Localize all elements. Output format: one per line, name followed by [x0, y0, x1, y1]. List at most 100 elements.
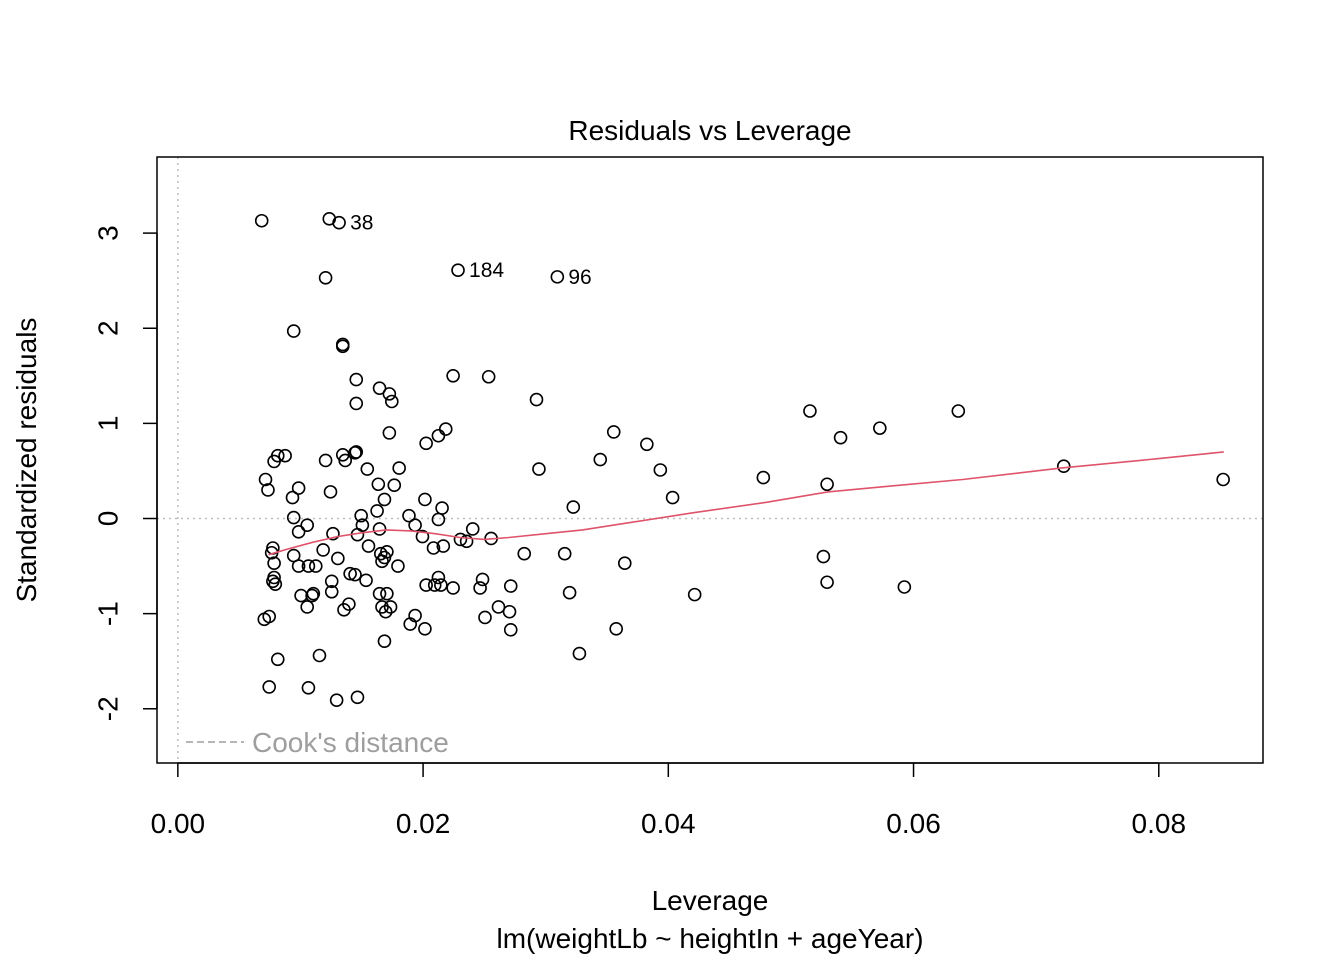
data-point: [286, 324, 301, 338]
data-point: [371, 477, 386, 492]
data-point: [291, 525, 306, 539]
data-point: [562, 585, 577, 600]
data-point: [326, 526, 340, 541]
plot-frame: [156, 156, 1264, 764]
data-point: [348, 567, 362, 582]
data-point: [557, 546, 572, 561]
y-tick-label: 2: [92, 320, 123, 336]
data-point: [402, 508, 416, 523]
y-tick-label: -1: [92, 601, 123, 626]
data-point: [372, 522, 387, 536]
data-point: [803, 404, 817, 418]
data-point: [427, 578, 442, 592]
data-point: [403, 617, 418, 631]
data-point: [378, 604, 393, 619]
data-point: [291, 481, 306, 495]
chart-title: Residuals vs Leverage: [568, 115, 851, 146]
data-point: [338, 453, 353, 468]
data-point: [359, 573, 373, 588]
data-point: [270, 448, 285, 463]
data-point: [436, 539, 451, 553]
cooks-distance-legend: Cook's distance: [186, 727, 449, 758]
data-point: [385, 394, 399, 409]
data-point: [606, 425, 621, 439]
data-point: [653, 463, 668, 477]
data-point: [343, 566, 357, 581]
data-point: [267, 556, 281, 571]
data-point: [550, 270, 565, 284]
data-point: [1056, 459, 1071, 473]
data-point: [258, 472, 273, 487]
model-formula-subtitle: lm(weightLb ~ heightIn + ageYear): [496, 923, 923, 954]
data-point: [375, 554, 389, 569]
data-point: [268, 577, 283, 591]
x-tick-label: 0.08: [1132, 808, 1187, 839]
data-point: [687, 587, 702, 602]
data-point: [349, 445, 364, 459]
x-axis-label: Leverage: [652, 885, 769, 916]
data-point: [262, 609, 276, 624]
data-point: [316, 543, 330, 557]
data-point: [502, 604, 517, 619]
data-point: [503, 623, 518, 637]
point-label: 38: [350, 212, 373, 235]
data-point: [446, 581, 460, 595]
data-point: [318, 271, 333, 285]
x-tick-label: 0.06: [886, 808, 941, 839]
data-point: [446, 369, 460, 383]
data-point: [332, 215, 346, 230]
data-point: [382, 387, 397, 401]
data-point: [756, 470, 771, 485]
data-point: [360, 462, 375, 476]
x-tick-label: 0.02: [396, 808, 451, 839]
data-point: [640, 437, 654, 452]
data-point: [266, 574, 280, 589]
data-point: [337, 603, 351, 617]
data-point: [373, 546, 388, 561]
data-point: [392, 461, 406, 475]
data-point: [419, 578, 433, 592]
data-point: [426, 541, 441, 555]
data-point: [473, 581, 487, 595]
data-point: [532, 462, 546, 476]
data-point: [833, 430, 848, 445]
data-point: [475, 572, 490, 587]
data-point: [1216, 472, 1230, 487]
data-point: [323, 485, 338, 499]
data-point: [285, 490, 300, 505]
data-point: [349, 396, 364, 411]
data-point: [617, 556, 632, 571]
data-point: [372, 586, 387, 601]
data-point: [609, 622, 623, 636]
data-point: [372, 381, 387, 395]
data-point: [306, 586, 321, 601]
data-point: [873, 421, 887, 435]
data-point: [459, 534, 474, 549]
data-point: [415, 529, 430, 544]
data-point: [465, 522, 480, 536]
data-point: [324, 574, 339, 589]
data-point: [418, 492, 432, 507]
data-point: [419, 436, 433, 451]
data-point: [300, 600, 315, 614]
data-point: [318, 453, 333, 468]
data-point: [308, 559, 323, 573]
data-point: [361, 539, 376, 553]
data-point: [816, 549, 831, 564]
data-point: [349, 372, 364, 387]
data-point: [286, 510, 301, 525]
data-point: [294, 588, 308, 603]
data-point: [377, 492, 392, 507]
data-point: [453, 532, 468, 547]
point-label: 96: [568, 266, 591, 289]
data-point: [418, 622, 432, 636]
data-point: [517, 546, 532, 561]
data-point: [387, 478, 402, 493]
legend-label: Cook's distance: [252, 727, 449, 758]
data-point: [491, 600, 506, 614]
data-point: [301, 681, 316, 695]
y-axis-label: Standardized residuals: [11, 318, 42, 603]
data-point: [503, 579, 518, 593]
x-tick-label: 0.04: [641, 808, 696, 839]
